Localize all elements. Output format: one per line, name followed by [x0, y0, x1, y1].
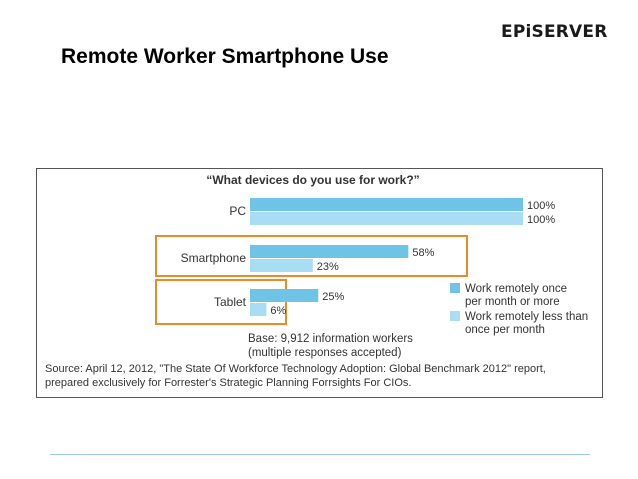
legend-label-1-line-1: Work remotely once	[465, 283, 567, 295]
data-label-pc-series-2: 100%	[527, 214, 555, 226]
category-label-pc: PC	[229, 204, 246, 218]
device-usage-chart: “What devices do you use for work?” PC 10…	[45, 173, 588, 389]
bar-smartphone-series-1	[250, 245, 409, 258]
data-label-smartphone-series-2: 23%	[317, 261, 339, 273]
legend-label-2-line-1: Work remotely less than	[465, 311, 588, 323]
bar-pc-series-2	[250, 212, 523, 225]
highlight-box-smartphone	[155, 235, 468, 277]
category-label-tablet: Tablet	[214, 295, 247, 309]
legend-label-2-line-2: once per month	[465, 324, 545, 336]
source-line-2: prepared exclusively for Forrester's Str…	[45, 377, 411, 389]
chart-title: “What devices do you use for work?”	[206, 173, 419, 187]
legend-swatch-2	[450, 311, 460, 321]
slide-title: Remote Worker Smartphone Use	[61, 45, 389, 68]
bar-smartphone-series-2	[250, 259, 313, 272]
footer-rule	[50, 454, 590, 455]
legend-label-1-line-2: per month or more	[465, 296, 560, 308]
episerver-logo: EPiSERVER	[501, 22, 608, 42]
bar-tablet-series-2	[250, 303, 267, 316]
data-label-tablet-series-2: 6%	[270, 305, 286, 317]
data-label-pc-series-1: 100%	[527, 200, 555, 212]
base-note-line-2: (multiple responses accepted)	[248, 347, 402, 359]
data-label-smartphone-series-1: 58%	[412, 247, 434, 259]
base-note-line-1: Base: 9,912 information workers	[248, 333, 413, 345]
data-label-tablet-series-1: 25%	[322, 291, 344, 303]
bar-pc-series-1	[250, 198, 523, 211]
source-line-1: Source: April 12, 2012, "The State Of Wo…	[45, 363, 546, 375]
category-label-smartphone: Smartphone	[181, 251, 247, 265]
legend-swatch-1	[450, 283, 460, 293]
bar-tablet-series-1	[250, 289, 319, 302]
